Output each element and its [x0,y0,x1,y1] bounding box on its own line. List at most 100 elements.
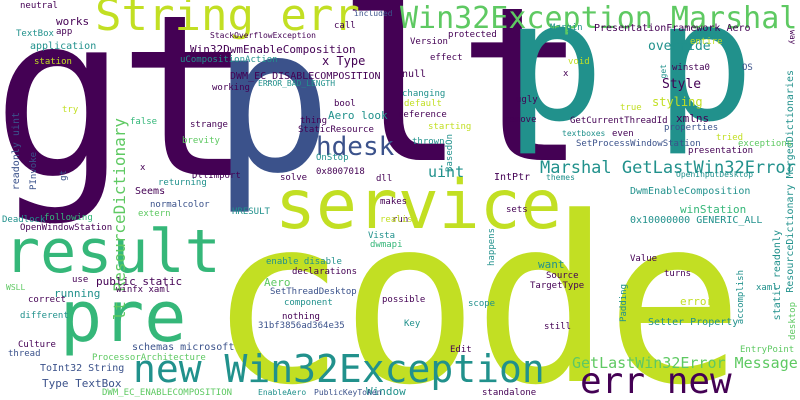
word-win32dwmenablecomposition: Win32DwmEnableComposition [190,43,356,56]
word-openinputdesktop: OpenInputDesktop [676,170,754,179]
word-winsta0: winsta0 [672,63,710,73]
word-styling: styling [652,95,703,109]
word-xaml: xaml [756,283,778,293]
word-publickeytoken: PublicKeyToken [314,388,382,397]
word-resourcedictionary-mergeddictionaries: ResourceDictionary MergedDictionaries [785,70,796,293]
word-works: works [56,15,90,28]
word-try: try [62,105,79,115]
word-standalone: standalone [482,388,537,398]
word-result: result [4,217,221,287]
word-textbox: TextBox [16,29,54,39]
word-sets: sets [506,205,528,215]
word-get: get [659,64,668,79]
word-dwm-ec-enablecomposition: DWM_EC_ENABLECOMPOSITION [102,388,233,398]
word-window: Window [366,385,406,398]
word-style: Style [662,77,702,92]
word-key: Key [404,319,421,329]
word-winfx-xaml: winfx xaml [116,285,171,295]
word-dllimport: DllImport [192,171,241,181]
word-pubkey-hash: 31bf3856ad364e35 [258,321,345,331]
word-null: null [402,69,427,80]
word-type-textbox: Type TextBox [42,377,122,390]
word-vista: Vista [368,231,396,241]
word-accomplish: accomplish [736,270,746,325]
word-value: Value [630,254,658,264]
word-openwindowstation: OpenWindowStation [20,223,113,233]
word-properties: properties [664,123,719,133]
word-winstation: winStation [680,203,747,216]
word-margin: Margin [550,23,583,33]
word-entrypoint: EntryPoint [740,345,795,355]
word-entire: entire [690,37,723,47]
word-setter-property: Setter Property [648,317,739,328]
word-protected: protected [448,30,497,40]
word-happens: happens [487,228,497,266]
word-solve: solve [280,173,308,183]
word-deadlock: Deadlock [2,215,46,225]
word-hdesk: hdesk [316,132,395,162]
word-themes: themes [546,173,575,182]
word-lt: lt [336,0,587,211]
word-declarations: declarations [292,267,358,277]
word-presentationframework-aero: PresentationFramework Aero [594,23,751,34]
word-tried: tried [716,133,744,143]
word-culture: Culture [18,340,56,350]
word-source: Source [546,271,579,281]
word-schemas-microsoft: schemas microsoft [132,342,235,353]
word-dwmenablecomposition: DwmEnableComposition [630,186,751,197]
word-basedon: BasedOn [445,134,455,172]
word-component: component [284,298,333,308]
word-dll: dll [376,174,393,184]
word-nothing: nothing [282,312,320,322]
word-gt: gt [0,0,253,229]
word-remove: remove [504,115,537,125]
word-app: app [56,27,73,37]
word-included: included [354,9,393,18]
word-exceptions: exceptions [738,139,793,149]
word-pre: pre [60,276,187,358]
word-x-1: x [563,69,569,79]
word-aero: Aero [264,276,291,289]
word-padding: Padding [619,284,629,322]
word-staticresource: StaticResource [298,125,374,135]
word-setprocesswindowstation: SetProcessWindowStation [576,139,701,149]
word-enable-disable: enable disable [266,257,342,267]
word-aero-look: Aero look [328,109,388,122]
word-running: running [54,287,101,300]
word-uint: uint [428,163,465,181]
word-call: call [334,21,356,31]
word-desktop: desktop [788,302,798,340]
word-xmlns: xmlns [676,112,710,125]
word-pinvoke: PInvoke [29,152,39,190]
word-run: run [392,215,409,225]
word-default: default [404,99,442,109]
word-getcurrentthreadid: GetCurrentThreadId [570,116,668,126]
word-gt-small: gt [59,170,69,181]
word-thrown: thrown [412,137,445,147]
word-reference: reference [398,110,447,120]
word-thing: thing [300,116,328,126]
word-possible: possible [382,295,426,305]
word-new-win32exception: new Win32Exception [133,347,545,391]
word-extern: extern [138,209,171,219]
word-different: different [20,311,69,321]
word-override: override [648,39,711,54]
word-scope: scope [468,299,496,309]
word-toint32-string: ToInt32 String [40,363,125,374]
word-setthreaddesktop: SetThreadDesktop [270,287,357,297]
word-public-static: public static [96,275,183,288]
word-targettype: TargetType [530,281,585,291]
word-false: false [130,117,158,127]
word-even: even [612,129,634,139]
word-x-type: x Type [322,54,366,68]
word-os: OS [742,63,753,73]
word-effect: effect [430,53,463,63]
word-brevity: brevity [182,136,220,146]
word-getlastwin32error-message: GetLastWin32Error Message [572,354,798,372]
word-way: way [788,30,797,45]
word-string-err: String err [95,0,360,41]
word-dwm-ec-disablecomposition: DWM_EC_DISABLECOMPOSITION [230,71,381,82]
word-stackoverflowexception: StackOverflowException [210,31,316,40]
word-p-2: p [505,0,605,158]
